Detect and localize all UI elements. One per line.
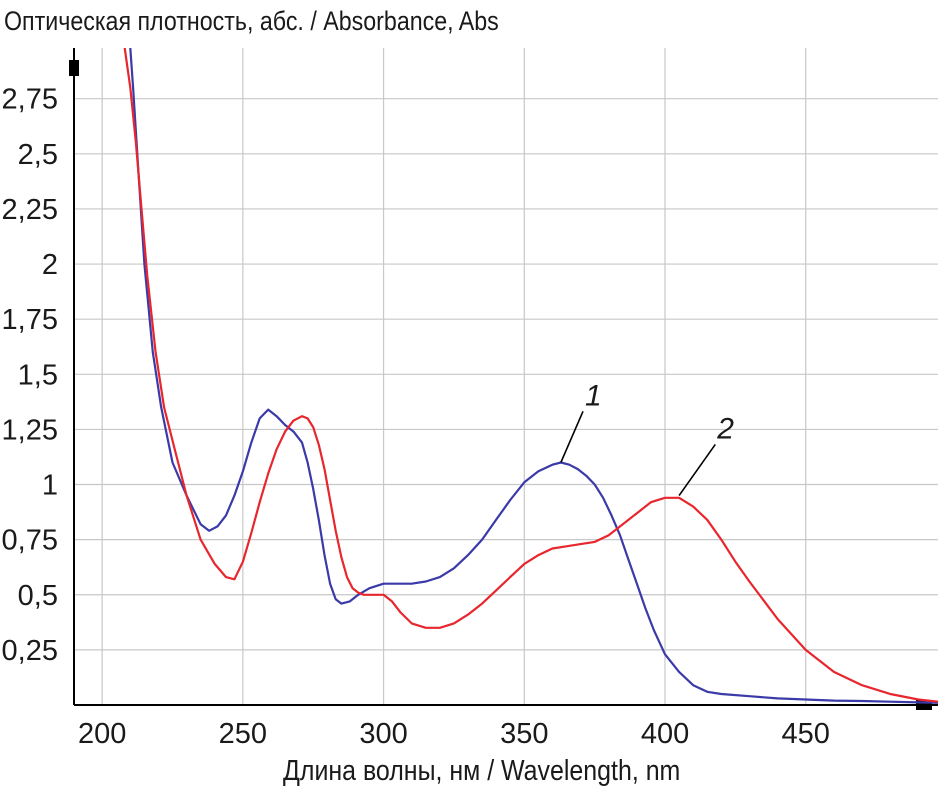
series-annotations: 12 — [560, 379, 734, 497]
y-tick-label: 1,5 — [18, 359, 58, 391]
tick-labels: 0,25 0,5 0,75 1 1,25 1,5 1,75 2 2,25 2,5 2,75 200 25… — [2, 84, 830, 750]
annotation-label-1: 1 — [585, 379, 602, 412]
x-tick-label: 450 — [782, 718, 830, 750]
y-tick-label: 1 — [42, 470, 58, 502]
grid — [74, 48, 938, 705]
series-line-2 — [123, 47, 939, 703]
x-tick-label: 300 — [359, 718, 407, 750]
axes — [69, 48, 938, 710]
series-lines — [123, 47, 939, 704]
annotation-label-2: 2 — [716, 412, 734, 445]
y-tick-label: 2,75 — [2, 84, 58, 116]
y-axis-label: Оптическая плотность, абс. / Absorbance,… — [4, 6, 499, 36]
x-axis-label: Длина волны, нм / Wavelength, nm — [283, 755, 681, 787]
y-tick-label: 0,5 — [18, 580, 58, 612]
x-tick-label: 350 — [500, 718, 548, 750]
y-tick-label: 1,25 — [2, 414, 58, 446]
x-axis-end-marker — [916, 700, 932, 710]
y-tick-label: 2,5 — [18, 139, 58, 171]
y-tick-label: 0,25 — [2, 635, 58, 667]
y-tick-label: 0,75 — [2, 525, 58, 557]
annotation-leader-2 — [678, 443, 716, 497]
x-tick-label: 250 — [219, 718, 267, 750]
annotation-leader-1 — [560, 411, 584, 463]
y-axis-end-marker — [69, 60, 79, 76]
y-tick-label: 2 — [42, 249, 58, 281]
y-tick-label: 1,75 — [2, 304, 58, 336]
series-line-1 — [129, 47, 939, 704]
y-tick-label: 2,25 — [2, 194, 58, 226]
x-tick-label: 400 — [641, 718, 689, 750]
x-tick-label: 200 — [78, 718, 126, 750]
